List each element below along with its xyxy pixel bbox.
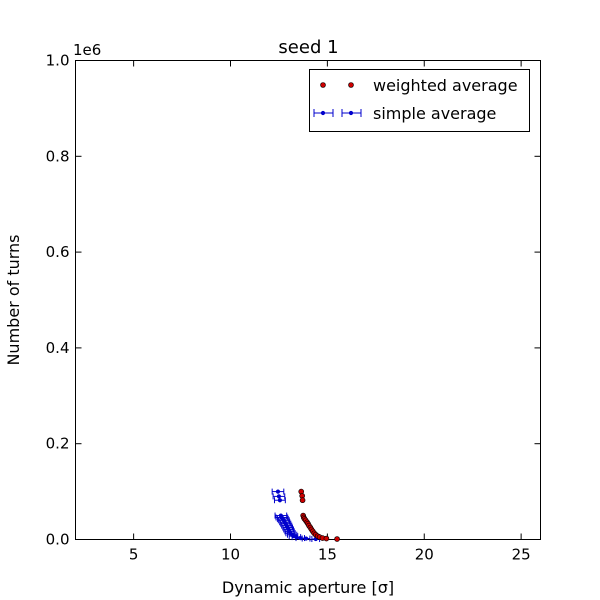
- weighted-average-point: [323, 535, 330, 542]
- legend-box: [309, 69, 530, 132]
- x-tick-label: 20: [415, 546, 434, 564]
- simple-average-marker: [277, 498, 283, 503]
- weighted-average-point: [299, 497, 306, 504]
- legend-simple-label: simple average: [373, 104, 496, 123]
- series-layer: [271, 488, 340, 543]
- x-tick-label: 10: [221, 546, 240, 564]
- simple-average-point: [301, 535, 311, 542]
- legend-simple-marker: [313, 109, 362, 117]
- x-tick-label: 25: [512, 546, 531, 564]
- y-tick-label: 0.2: [46, 435, 70, 453]
- simple-average-marker: [276, 494, 282, 499]
- simple-average-point: [272, 493, 286, 500]
- legend: weighted average simple average: [309, 69, 530, 132]
- legend-weighted-label: weighted average: [373, 76, 518, 95]
- simple-average-marker: [303, 536, 309, 541]
- simple-average-point: [273, 497, 286, 504]
- simple-average-marker: [275, 489, 281, 494]
- y-tick-label: 1.0: [46, 52, 70, 70]
- chart-title: seed 1: [278, 37, 338, 58]
- plot-area-frame: [75, 60, 541, 540]
- x-axis-label: Dynamic aperture [σ]: [222, 578, 394, 597]
- x-tick-label: 15: [318, 546, 337, 564]
- x-tick-label: 5: [129, 546, 139, 564]
- legend-weighted-marker: [320, 82, 354, 88]
- simple-average-marker: [298, 535, 303, 541]
- y-axis-label: Number of turns: [4, 234, 23, 365]
- simple-average-point: [271, 488, 285, 495]
- y-tick-label: 0.6: [46, 243, 70, 261]
- y-tick-label: 0.0: [46, 531, 70, 549]
- weighted-average-point: [334, 536, 340, 542]
- y-offset-label: 1e6: [73, 41, 101, 59]
- y-axis: 0.0 0.2 0.4 0.6 0.8 1.0: [46, 52, 541, 549]
- y-tick-label: 0.8: [46, 147, 70, 165]
- x-axis: 5 10 15 20 25: [129, 60, 531, 564]
- y-tick-label: 0.4: [46, 339, 70, 357]
